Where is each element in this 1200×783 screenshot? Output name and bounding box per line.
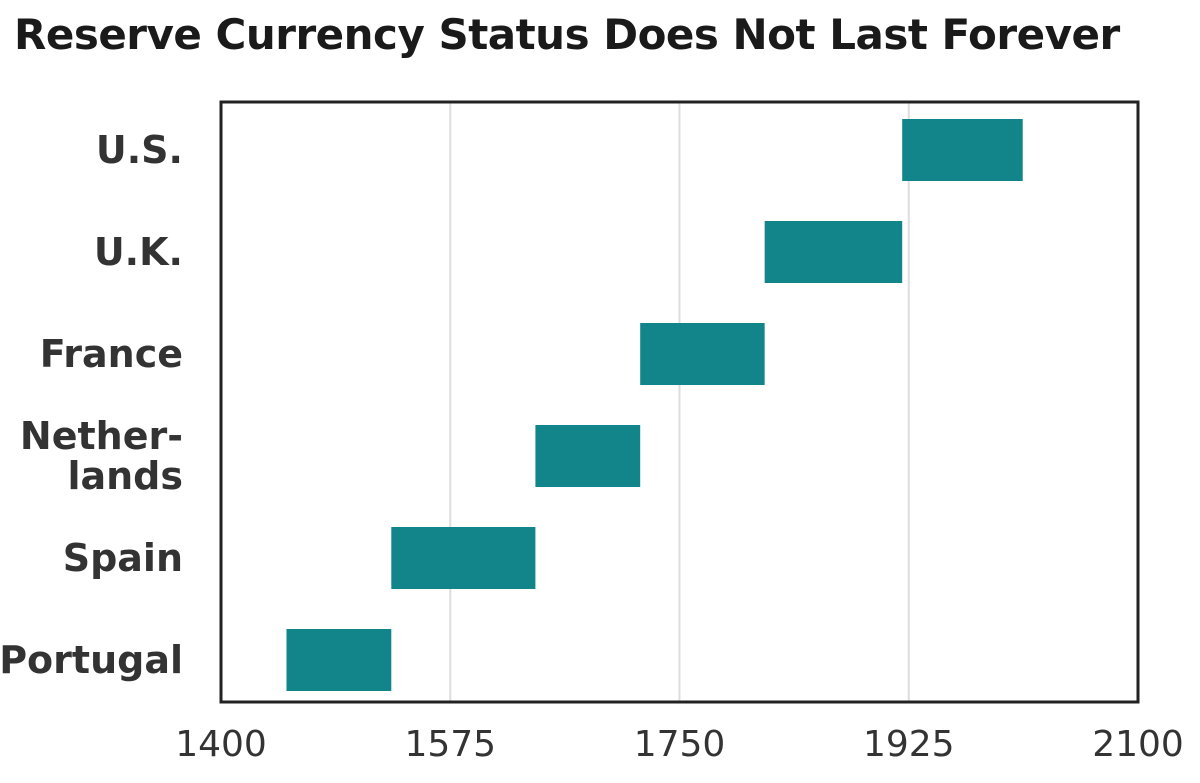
- x-tick-label: 1750: [634, 724, 726, 765]
- category-labels: U.S. U.K. France Nether-lands Spain Portugal: [0, 128, 183, 682]
- bar-portugal: [286, 629, 392, 691]
- x-tick-label: 1925: [863, 724, 955, 765]
- category-label: Nether-lands: [20, 414, 183, 498]
- bar-us: [902, 119, 1023, 181]
- x-tick-label: 2100: [1092, 724, 1184, 765]
- x-tick-labels: 1400 1575 1750 1925 2100: [175, 724, 1184, 765]
- bar-spain: [391, 527, 536, 589]
- category-label: U.K.: [94, 230, 183, 274]
- bar-france: [640, 323, 765, 385]
- category-label: U.S.: [96, 128, 183, 172]
- category-label: Portugal: [0, 638, 183, 682]
- x-tick-label: 1400: [175, 724, 267, 765]
- plot-frame: [219, 100, 1140, 704]
- chart-title: Reserve Currency Status Does Not Last Fo…: [14, 10, 1120, 59]
- category-label: France: [40, 332, 183, 376]
- grid-lines: [449, 102, 910, 702]
- bar-netherlands: [535, 425, 641, 487]
- x-tick-label: 1575: [404, 724, 496, 765]
- category-label: Spain: [63, 536, 183, 580]
- bars: [286, 119, 1023, 691]
- bar-uk: [764, 221, 903, 283]
